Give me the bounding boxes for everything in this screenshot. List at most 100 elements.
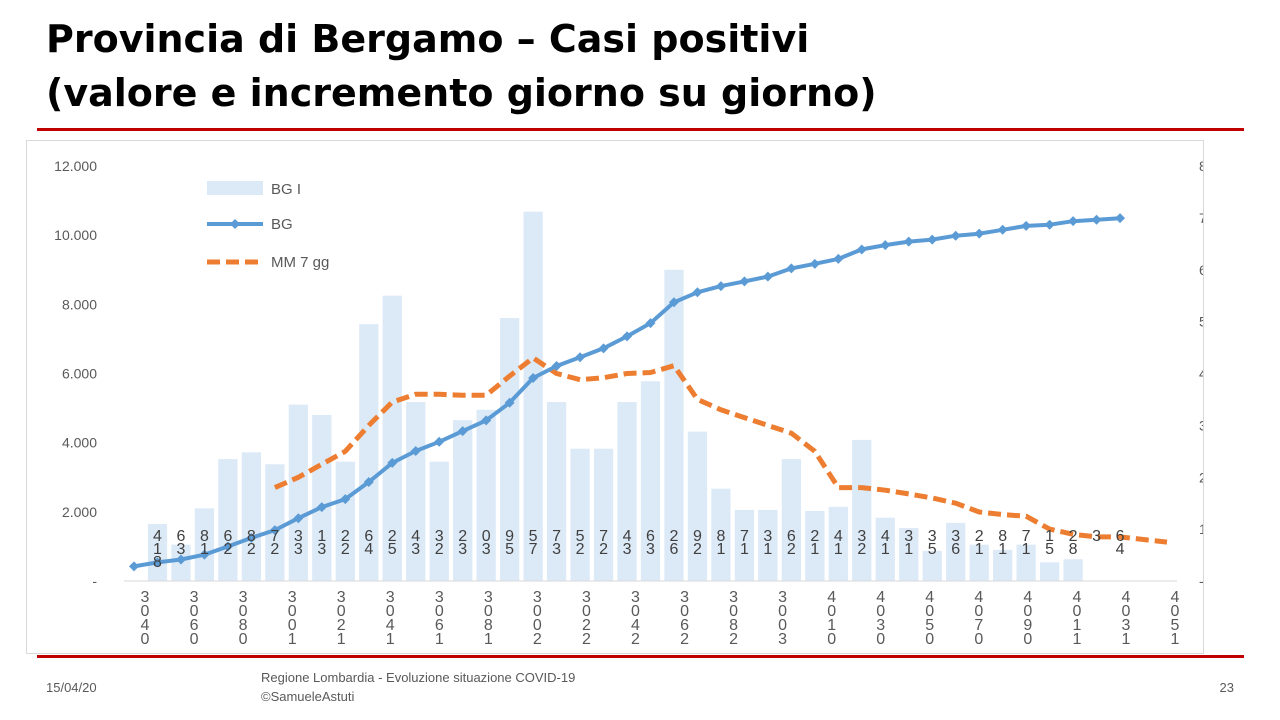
bar-bg-i xyxy=(335,461,355,581)
y-right-tick-label: 800 xyxy=(1199,158,1203,174)
bar-bg-i xyxy=(969,544,989,581)
bar-bg-i xyxy=(1039,562,1060,581)
mm-7gg-line xyxy=(273,355,1168,545)
bar-bg-i xyxy=(453,420,473,581)
bg-point xyxy=(410,445,421,456)
bar-bg-i xyxy=(147,523,168,581)
bg-point xyxy=(739,276,750,287)
bg-point xyxy=(199,549,210,560)
bg-point xyxy=(598,343,609,354)
bg-point xyxy=(528,373,539,384)
y-right-tick-label: 600 xyxy=(1199,262,1203,278)
bg-point xyxy=(434,436,445,447)
bar-bg-i xyxy=(993,549,1013,581)
y-left-tick-label: 12.000 xyxy=(54,158,97,174)
bar-bg-i xyxy=(406,402,426,581)
footer-divider xyxy=(37,655,1244,658)
title-divider xyxy=(37,128,1244,131)
bg-point xyxy=(246,532,257,543)
y-right-tick-label: - xyxy=(1199,573,1203,589)
bar-bg-i xyxy=(288,404,308,581)
bar-bg-i xyxy=(241,452,262,581)
bar-bg-i xyxy=(476,409,496,581)
bg-point xyxy=(786,263,797,274)
bg-point xyxy=(293,513,304,524)
bg-point xyxy=(504,397,515,408)
bg-point xyxy=(762,271,773,282)
bg-point xyxy=(152,557,163,568)
bg-point xyxy=(340,494,351,505)
bar-bg-i xyxy=(500,317,520,581)
bg-point xyxy=(363,476,374,487)
page-number: 23 xyxy=(1219,680,1234,695)
bar-bg-i xyxy=(570,448,590,581)
bar-bg-i xyxy=(523,211,543,581)
legend-label-mm: MM 7 gg xyxy=(271,254,329,271)
bg-point xyxy=(316,502,327,513)
bar-bg-i xyxy=(828,506,848,581)
bg-point xyxy=(575,352,586,363)
bar-bg-i xyxy=(194,508,215,581)
bar-bg-i xyxy=(429,461,449,581)
y-right-tick-label: 400 xyxy=(1199,366,1203,382)
bg-point xyxy=(950,230,961,241)
legend-swatch-bg-i xyxy=(207,181,263,195)
bg-point xyxy=(1115,213,1126,224)
bg-point xyxy=(927,234,938,245)
bar-bg-i xyxy=(875,517,895,581)
bar-bg-i xyxy=(218,459,238,581)
bg-point xyxy=(692,287,703,298)
bg-point xyxy=(622,331,633,342)
bar-bg-i xyxy=(382,295,402,581)
bar-bg-i xyxy=(664,269,684,581)
bar-bg-i xyxy=(781,459,801,581)
bar-bg-i xyxy=(359,324,379,581)
bg-point xyxy=(809,258,820,269)
footer-source: Regione Lombardia - Evoluzione situazion… xyxy=(261,668,575,706)
y-right-tick-label: 300 xyxy=(1199,417,1203,433)
bar-bg-i xyxy=(734,509,755,581)
y-left-tick-label: 10.000 xyxy=(54,227,97,243)
legend: BG I BG MM 7 gg xyxy=(207,181,329,271)
data-label: 3 xyxy=(1092,528,1101,545)
bar-bg-i xyxy=(312,415,332,581)
title-line-2: (valore e incremento giorno su giorno) xyxy=(46,71,877,115)
bg-point xyxy=(269,525,280,536)
legend-label-bg-i: BG I xyxy=(271,181,301,198)
bar-bg-i xyxy=(1016,544,1036,581)
combo-chart: 12.000 10.000 8.000 6.000 4.000 2.000 - 800 700 6… xyxy=(54,158,1203,648)
slide-title: Provincia di Bergamo – Casi positivi (va… xyxy=(46,12,1196,120)
